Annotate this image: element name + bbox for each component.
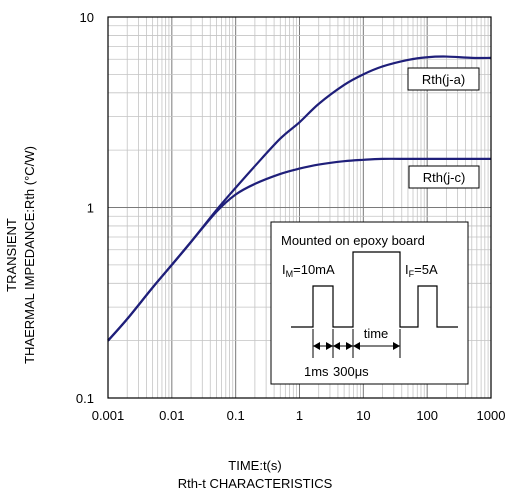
dim-arrow — [353, 342, 360, 350]
dim-arrow — [313, 342, 320, 350]
chart-title: Rth-t CHARACTERISTICS — [177, 476, 333, 491]
series-line-rth-j-c — [107, 157, 492, 342]
y-axis-label-line1: TRANSIENT — [4, 218, 19, 292]
plot-frame — [107, 16, 492, 399]
time-label: time — [364, 326, 389, 341]
legend-rth-j-a: Rth(j-a) — [407, 67, 480, 91]
pulse-waveform — [291, 251, 458, 328]
legend-rth-j-c: Rth(j-c) — [408, 165, 480, 189]
test-condition-inset: Mounted on epoxy board IM=10mA IF=5A tim… — [270, 221, 469, 385]
y-tick-label: 1 — [87, 201, 94, 216]
y-tick-label: 10 — [80, 10, 94, 25]
inset-heading: Mounted on epoxy board — [281, 233, 425, 248]
x-tick-label: 0.001 — [92, 408, 125, 423]
x-tick-label: 100 — [416, 408, 438, 423]
if-label: IF=5A — [405, 262, 438, 279]
legend-label-j-a: Rth(j-a) — [422, 72, 465, 87]
series-lines — [107, 55, 492, 342]
x-tick-label: 1000 — [477, 408, 506, 423]
pulse1-label: 1ms — [304, 364, 329, 379]
pulse2-label: 300μs — [333, 364, 369, 379]
x-tick-label: 0.1 — [227, 408, 245, 423]
y-axis-label-line2: THAERMAL IMPEDANCE:Rth (°C/W) — [22, 146, 37, 364]
tick-labels: 0.001 0.01 0.1 1 10 100 1000 0.1 1 10 — [76, 10, 506, 423]
x-tick-label: 1 — [296, 408, 303, 423]
legend-label-j-c: Rth(j-c) — [423, 170, 466, 185]
im-label: IM=10mA — [282, 262, 335, 279]
x-axis-label: TIME:t(s) — [228, 458, 282, 473]
x-tick-label: 10 — [356, 408, 370, 423]
dim-arrow — [393, 342, 400, 350]
x-tick-label: 0.01 — [159, 408, 184, 423]
y-tick-label: 0.1 — [76, 391, 94, 406]
dim-arrow — [333, 342, 340, 350]
dim-arrow — [346, 342, 353, 350]
dim-arrow — [326, 342, 333, 350]
